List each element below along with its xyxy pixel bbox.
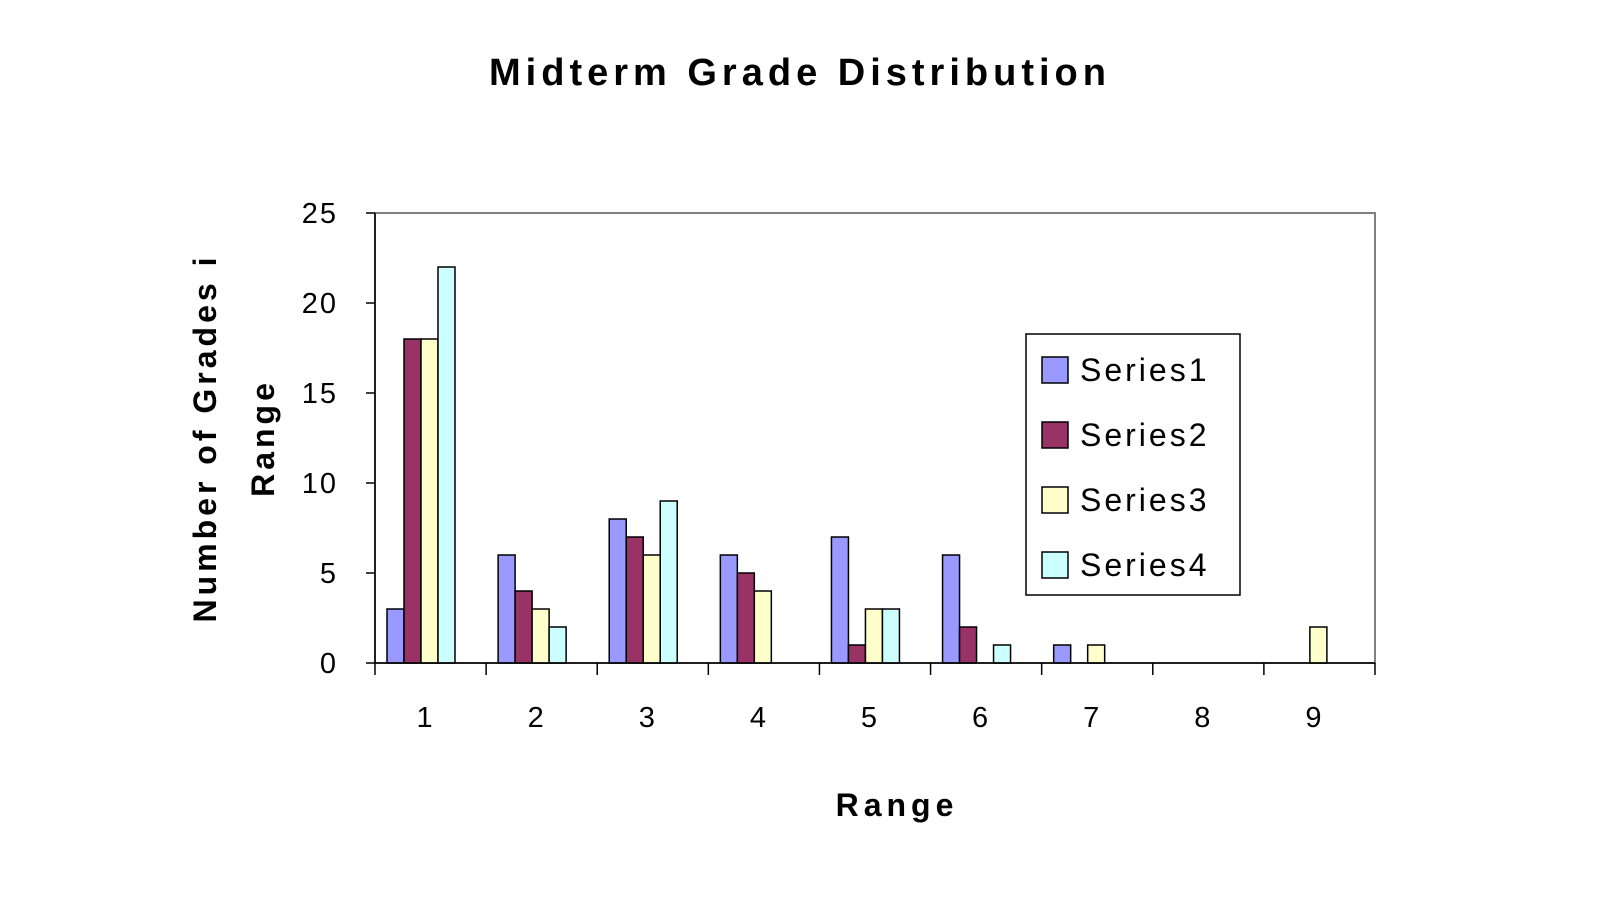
bar-series4-range-6	[992, 644, 1012, 664]
bar-series1-range-1	[386, 608, 405, 664]
y-tick-label: 20	[302, 288, 338, 320]
bar-series3-range-2	[531, 608, 550, 664]
bar-series1-range-4	[719, 554, 739, 664]
legend-swatch-series1	[1041, 356, 1069, 384]
bar-series4-range-3	[659, 500, 678, 664]
bar-series3-range-4	[753, 590, 773, 664]
legend: Series1 Series2 Series3 Series4	[1025, 333, 1241, 596]
bar-series1-range-7	[1052, 644, 1072, 664]
x-tick-label: 9	[1305, 702, 1323, 734]
bar-series2-range-4	[736, 572, 756, 664]
bar-series3-range-7	[1086, 644, 1106, 664]
x-tick-label: 3	[639, 702, 657, 734]
legend-swatch-series4	[1041, 551, 1069, 579]
y-tick-label: 25	[302, 198, 338, 230]
bar-series2-range-1	[403, 338, 422, 664]
y-tick-label: 0	[320, 648, 338, 680]
bar-series3-range-1	[420, 338, 439, 664]
x-tick-label: 2	[528, 702, 546, 734]
bar-series1-range-5	[830, 536, 850, 664]
bar-series4-range-5	[881, 608, 901, 664]
legend-label-series3: Series3	[1080, 482, 1210, 518]
bar-series2-range-6	[958, 626, 978, 664]
x-tick-label: 6	[972, 702, 990, 734]
y-axis-label: Number of Grades i Range	[187, 253, 281, 623]
legend-label-series4: Series4	[1080, 547, 1210, 583]
legend-swatch-series2	[1041, 421, 1069, 449]
bar-series4-range-2	[548, 626, 567, 664]
bar-series2-range-5	[847, 644, 867, 664]
bar-series1-range-3	[608, 518, 627, 664]
bar-series1-range-6	[941, 554, 961, 664]
bar-series3-range-5	[864, 608, 884, 664]
bar-series3-range-9	[1309, 626, 1328, 664]
bar-series1-range-2	[497, 554, 516, 664]
bars-group	[386, 266, 1328, 664]
x-tick-label: 8	[1194, 702, 1212, 734]
bar-series3-range-3	[642, 554, 661, 664]
x-tick-label: 7	[1083, 702, 1101, 734]
chart-title: Midterm Grade Distribution	[489, 52, 1111, 94]
x-tick-label: 5	[861, 702, 879, 734]
axes-group: 0 5 10 15 20 25 1 2 3 4 5 6 7 8 9	[302, 198, 1376, 734]
bar-series2-range-3	[625, 536, 644, 664]
x-tick-label: 1	[416, 702, 434, 734]
legend-swatch-series3	[1041, 486, 1069, 514]
y-tick-label: 10	[302, 468, 338, 500]
legend-label-series2: Series2	[1080, 417, 1210, 453]
x-axis-label: Range	[835, 787, 959, 823]
y-tick-label: 15	[302, 378, 338, 410]
bar-series4-range-1	[437, 266, 456, 664]
y-tick-label: 5	[320, 558, 338, 590]
bar-series2-range-2	[514, 590, 533, 664]
legend-label-series1: Series1	[1080, 352, 1210, 388]
x-tick-label: 4	[750, 702, 768, 734]
